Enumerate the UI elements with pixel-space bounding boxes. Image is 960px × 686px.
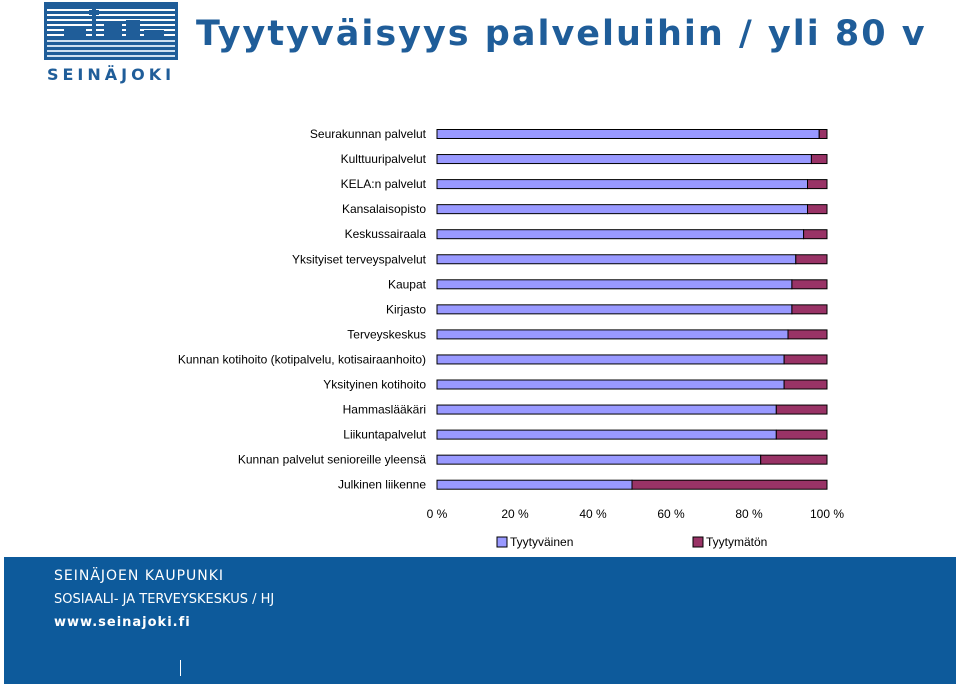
- bar-unsatisfied: [807, 179, 828, 190]
- bar-unsatisfied: [783, 379, 828, 390]
- bar-satisfied: [436, 429, 777, 440]
- bar-unsatisfied: [791, 304, 828, 315]
- bar-satisfied: [436, 479, 633, 490]
- bar-satisfied: [436, 379, 785, 390]
- bar-satisfied: [436, 354, 785, 365]
- bar-unsatisfied: [791, 279, 828, 290]
- bar-unsatisfied: [803, 229, 828, 240]
- legend-swatch: [496, 536, 508, 548]
- x-tick-label: 40 %: [579, 507, 607, 521]
- stacked-bar-chart: Seurakunnan palvelut Kulttuuripalvelut KEL…: [178, 127, 844, 549]
- category-label: Kunnan kotihoito (kotipalvelu, kotisaira…: [178, 352, 426, 366]
- page-title: Tyytyväisyys palveluihin / yli 80 v: [196, 14, 927, 54]
- category-label: Terveyskeskus: [347, 327, 426, 341]
- bar-satisfied: [436, 304, 793, 315]
- bar-unsatisfied: [818, 129, 828, 139]
- footer-department: SOSIAALI- JA TERVEYSKESKUS / HJ: [54, 592, 275, 607]
- category-label: Liikuntapalvelut: [343, 428, 426, 442]
- seinajoki-logo: SEINÄJOKI: [44, 2, 178, 84]
- category-label: Yksityinen kotihoito: [323, 378, 426, 392]
- bar-unsatisfied: [631, 479, 828, 490]
- x-tick-label: 60 %: [657, 507, 685, 521]
- category-label: KELA:n palvelut: [341, 177, 427, 191]
- category-label: Julkinen liikenne: [338, 478, 426, 492]
- bar-unsatisfied: [760, 454, 828, 465]
- logo-wordmark: SEINÄJOKI: [47, 65, 175, 84]
- x-tick-label: 80 %: [735, 507, 763, 521]
- bar-unsatisfied: [775, 429, 828, 440]
- category-label: Keskussairaala: [345, 227, 427, 241]
- bar-unsatisfied: [807, 204, 828, 215]
- bar-unsatisfied: [810, 154, 828, 165]
- category-label: Kansalaisopisto: [342, 202, 426, 216]
- legend-swatch: [692, 536, 704, 548]
- legend-label: Tyytyväinen: [510, 535, 573, 549]
- bar-satisfied: [436, 179, 808, 190]
- bar-unsatisfied: [795, 254, 828, 265]
- bar-satisfied: [436, 154, 812, 165]
- bar-satisfied: [436, 404, 777, 415]
- bar-satisfied: [436, 254, 797, 265]
- category-label: Kunnan palvelut senioreille yleensä: [238, 453, 426, 467]
- bar-unsatisfied: [783, 354, 828, 365]
- footer-banner: SEINÄJOEN KAUPUNKI SOSIAALI- JA TERVEYSK…: [4, 557, 956, 684]
- city-skyline-icon: SEINÄJOKI: [44, 2, 178, 84]
- footer-organization: SEINÄJOEN KAUPUNKI: [54, 568, 225, 584]
- x-tick-label: 100 %: [810, 507, 844, 521]
- legend-label: Tyytymätön: [706, 535, 767, 549]
- footer-website-link[interactable]: www.seinajoki.fi: [54, 615, 191, 630]
- bar-satisfied: [436, 204, 808, 215]
- category-label: Kulttuuripalvelut: [341, 152, 427, 166]
- category-label: Seurakunnan palvelut: [310, 127, 427, 141]
- category-label: Hammaslääkäri: [343, 403, 426, 417]
- bar-unsatisfied: [775, 404, 828, 415]
- category-label: Kirjasto: [386, 302, 426, 316]
- bar-satisfied: [436, 279, 793, 290]
- x-tick-label: 0 %: [427, 507, 448, 521]
- bar-unsatisfied: [787, 329, 828, 340]
- category-label: Kaupat: [388, 277, 427, 291]
- bar-satisfied: [436, 329, 789, 340]
- bar-satisfied: [436, 454, 762, 465]
- bar-satisfied: [436, 229, 805, 240]
- x-tick-label: 20 %: [501, 507, 529, 521]
- bar-satisfied: [436, 129, 820, 139]
- footer-divider: [180, 660, 181, 676]
- category-label: Yksityiset terveyspalvelut: [292, 252, 427, 266]
